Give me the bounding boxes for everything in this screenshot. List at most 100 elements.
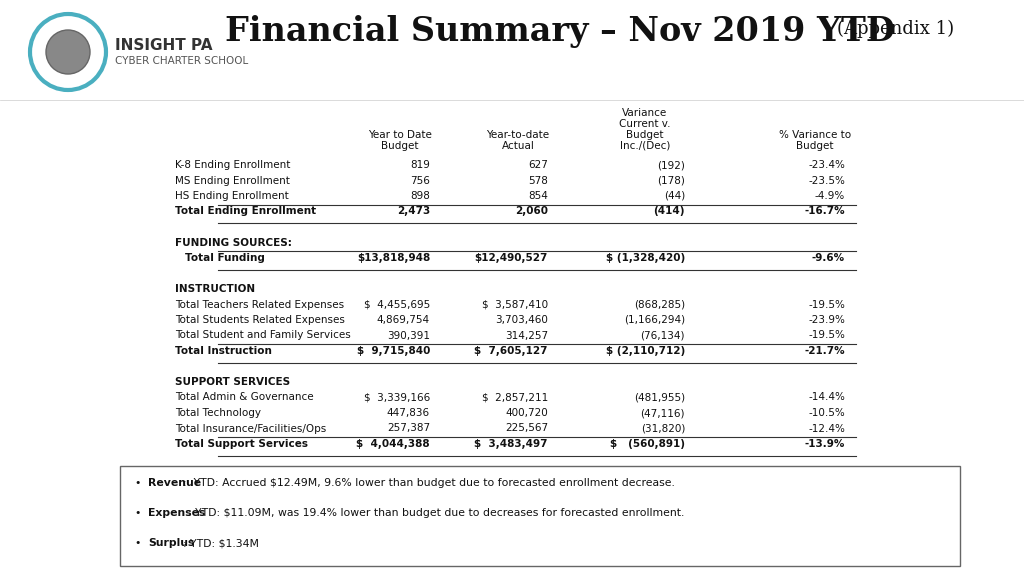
Text: 225,567: 225,567 — [505, 423, 548, 434]
Text: Total Students Related Expenses: Total Students Related Expenses — [175, 315, 345, 325]
Text: 2,060: 2,060 — [515, 207, 548, 217]
Text: $11,088,624: $11,088,624 — [475, 470, 548, 480]
Text: •: • — [134, 478, 140, 488]
Text: $  7,605,127: $ 7,605,127 — [474, 346, 548, 356]
Text: (31,820): (31,820) — [641, 423, 685, 434]
Text: (868,285): (868,285) — [634, 300, 685, 309]
Text: -21.7%: -21.7% — [805, 346, 845, 356]
Text: 4,869,754: 4,869,754 — [377, 315, 430, 325]
Text: Total Support Services: Total Support Services — [175, 439, 308, 449]
Text: 447,836: 447,836 — [387, 408, 430, 418]
Text: 400,720: 400,720 — [505, 408, 548, 418]
Text: Total Student and Family Services: Total Student and Family Services — [175, 331, 351, 340]
Text: CYBER CHARTER SCHOOL: CYBER CHARTER SCHOOL — [115, 56, 248, 66]
Text: : YTD: $1.34M: : YTD: $1.34M — [183, 538, 259, 548]
Text: Increase/(Decrease) to Fund Balance: Increase/(Decrease) to Fund Balance — [165, 501, 356, 511]
Text: (Appendix 1): (Appendix 1) — [837, 20, 954, 38]
Text: Total School Expenditures This Period: Total School Expenditures This Period — [165, 470, 388, 480]
Text: HS Ending Enrollment: HS Ending Enrollment — [175, 191, 289, 201]
Text: $12,490,527: $12,490,527 — [475, 253, 548, 263]
Text: $  3,587,410: $ 3,587,410 — [482, 300, 548, 309]
Text: -23.5%: -23.5% — [808, 176, 845, 185]
Text: -12.4%: -12.4% — [808, 423, 845, 434]
Text: Current v.: Current v. — [620, 119, 671, 129]
Text: : YTD: $11.09M, was 19.4% lower than budget due to decreases for forecasted enro: : YTD: $11.09M, was 19.4% lower than bud… — [188, 508, 684, 518]
Text: $ (2,671,604): $ (2,671,604) — [605, 470, 685, 480]
Text: •: • — [134, 538, 140, 548]
Text: Total Insurance/Facilities/Ops: Total Insurance/Facilities/Ops — [175, 423, 327, 434]
Text: $  4,044,388: $ 4,044,388 — [356, 439, 430, 449]
Text: Budget: Budget — [627, 130, 664, 140]
Text: $  3,483,497: $ 3,483,497 — [474, 439, 548, 449]
Text: -23.9%: -23.9% — [808, 315, 845, 325]
Text: $  1,343,183: $ 1,343,183 — [618, 501, 685, 511]
Text: 3,703,460: 3,703,460 — [496, 315, 548, 325]
Text: $13,760,228: $13,760,228 — [356, 470, 430, 480]
Text: Total Technology: Total Technology — [175, 408, 261, 418]
Text: 898: 898 — [411, 191, 430, 201]
Text: $       58,720: $ 58,720 — [365, 501, 430, 511]
Text: -13.9%: -13.9% — [805, 439, 845, 449]
Text: Total Instruction: Total Instruction — [175, 346, 272, 356]
Text: -14.4%: -14.4% — [808, 392, 845, 403]
Circle shape — [46, 30, 90, 74]
Text: -19.4%: -19.4% — [805, 470, 845, 480]
Text: Revenue: Revenue — [148, 478, 201, 488]
Text: SUPPORT SERVICES: SUPPORT SERVICES — [175, 377, 290, 387]
Text: (1,166,294): (1,166,294) — [624, 315, 685, 325]
Text: Year to Date: Year to Date — [368, 130, 432, 140]
Text: $  1,401,903: $ 1,401,903 — [482, 501, 548, 511]
Text: INSTRUCTION: INSTRUCTION — [175, 284, 255, 294]
Text: (76,134): (76,134) — [640, 331, 685, 340]
Text: Total Ending Enrollment: Total Ending Enrollment — [175, 207, 316, 217]
Text: 627: 627 — [528, 160, 548, 170]
Text: 257,387: 257,387 — [387, 423, 430, 434]
Text: :  YTD: Accrued $12.49M, 9.6% lower than budget due to forecasted enrollment dec: : YTD: Accrued $12.49M, 9.6% lower than … — [183, 478, 675, 488]
Text: $ (1,328,420): $ (1,328,420) — [606, 253, 685, 263]
Text: (192): (192) — [657, 160, 685, 170]
Text: -19.5%: -19.5% — [808, 331, 845, 340]
Text: Actual: Actual — [502, 141, 535, 151]
Text: FUNDING SOURCES:: FUNDING SOURCES: — [175, 237, 292, 248]
Text: (47,116): (47,116) — [640, 408, 685, 418]
Bar — [120, 466, 961, 566]
Text: MS Ending Enrollment: MS Ending Enrollment — [175, 176, 290, 185]
Text: •: • — [134, 508, 140, 518]
Text: 314,257: 314,257 — [505, 331, 548, 340]
Text: $   (560,891): $ (560,891) — [610, 439, 685, 449]
Text: K-8 Ending Enrollment: K-8 Ending Enrollment — [175, 160, 291, 170]
Text: 578: 578 — [528, 176, 548, 185]
Text: $ (2,110,712): $ (2,110,712) — [606, 346, 685, 356]
Text: Variance: Variance — [623, 108, 668, 118]
Text: 756: 756 — [411, 176, 430, 185]
Text: Total Admin & Governance: Total Admin & Governance — [175, 392, 313, 403]
Text: $13,818,948: $13,818,948 — [356, 253, 430, 263]
Text: Financial Summary – Nov 2019 YTD: Financial Summary – Nov 2019 YTD — [225, 15, 895, 48]
Text: (481,955): (481,955) — [634, 392, 685, 403]
Text: Total Teachers Related Expenses: Total Teachers Related Expenses — [175, 300, 344, 309]
Text: -9.6%: -9.6% — [812, 253, 845, 263]
Text: $  2,857,211: $ 2,857,211 — [481, 392, 548, 403]
Text: -19.5%: -19.5% — [808, 300, 845, 309]
Text: na: na — [831, 501, 845, 511]
Text: 2,473: 2,473 — [396, 207, 430, 217]
Text: (178): (178) — [657, 176, 685, 185]
Text: (44): (44) — [664, 191, 685, 201]
Text: -23.4%: -23.4% — [808, 160, 845, 170]
Text: -4.9%: -4.9% — [815, 191, 845, 201]
Text: $  3,339,166: $ 3,339,166 — [364, 392, 430, 403]
Text: Year-to-date: Year-to-date — [486, 130, 550, 140]
Text: 854: 854 — [528, 191, 548, 201]
Text: Total Funding: Total Funding — [185, 253, 265, 263]
Text: $  9,715,840: $ 9,715,840 — [356, 346, 430, 356]
Text: Budget: Budget — [797, 141, 834, 151]
Text: $  4,455,695: $ 4,455,695 — [364, 300, 430, 309]
Text: Expenses: Expenses — [148, 508, 206, 518]
Text: 390,391: 390,391 — [387, 331, 430, 340]
Text: -16.7%: -16.7% — [805, 207, 845, 217]
Text: Inc./(Dec): Inc./(Dec) — [620, 141, 670, 151]
Text: INSIGHT PA: INSIGHT PA — [115, 38, 213, 53]
Text: (414): (414) — [653, 207, 685, 217]
Text: Budget: Budget — [381, 141, 419, 151]
Text: -10.5%: -10.5% — [808, 408, 845, 418]
